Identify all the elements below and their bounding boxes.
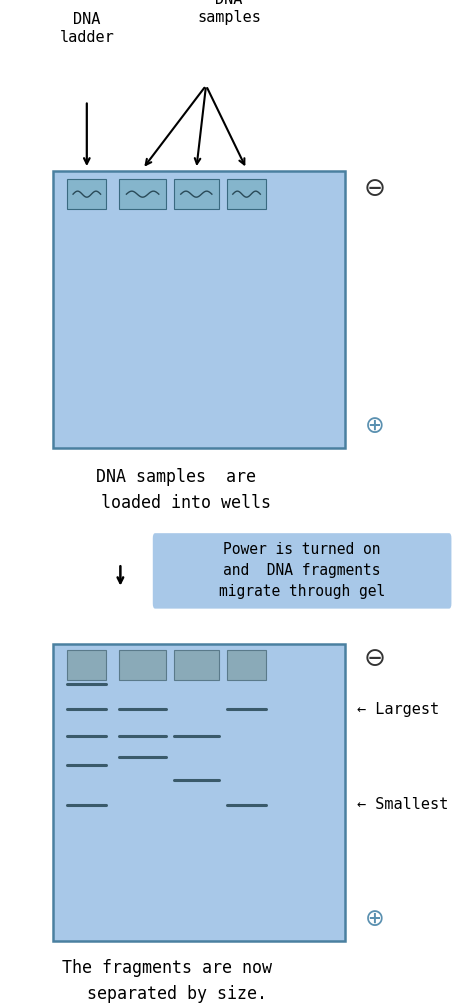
Bar — [227, 650, 266, 680]
Bar — [53, 644, 345, 941]
Bar — [119, 179, 166, 209]
Text: DNA
samples: DNA samples — [197, 0, 261, 25]
Bar — [53, 171, 345, 448]
Text: ← Largest: ← Largest — [357, 702, 438, 716]
Bar — [174, 179, 219, 209]
Text: The fragments are now
  separated by size.: The fragments are now separated by size. — [62, 959, 272, 1003]
Text: DNA samples  are
  loaded into wells: DNA samples are loaded into wells — [81, 468, 271, 512]
Bar — [227, 179, 266, 209]
Bar — [119, 650, 166, 680]
Text: ⊕: ⊕ — [365, 413, 385, 438]
Text: ⊖: ⊖ — [364, 646, 386, 672]
Text: ← Smallest: ← Smallest — [357, 798, 448, 812]
FancyBboxPatch shape — [153, 533, 451, 609]
Bar — [67, 179, 106, 209]
Bar — [174, 650, 219, 680]
Text: ⊕: ⊕ — [365, 906, 385, 931]
Bar — [67, 650, 106, 680]
Text: Power is turned on
and  DNA fragments
migrate through gel: Power is turned on and DNA fragments mig… — [219, 542, 385, 600]
Text: DNA
ladder: DNA ladder — [59, 12, 114, 45]
Text: ⊖: ⊖ — [364, 176, 386, 202]
